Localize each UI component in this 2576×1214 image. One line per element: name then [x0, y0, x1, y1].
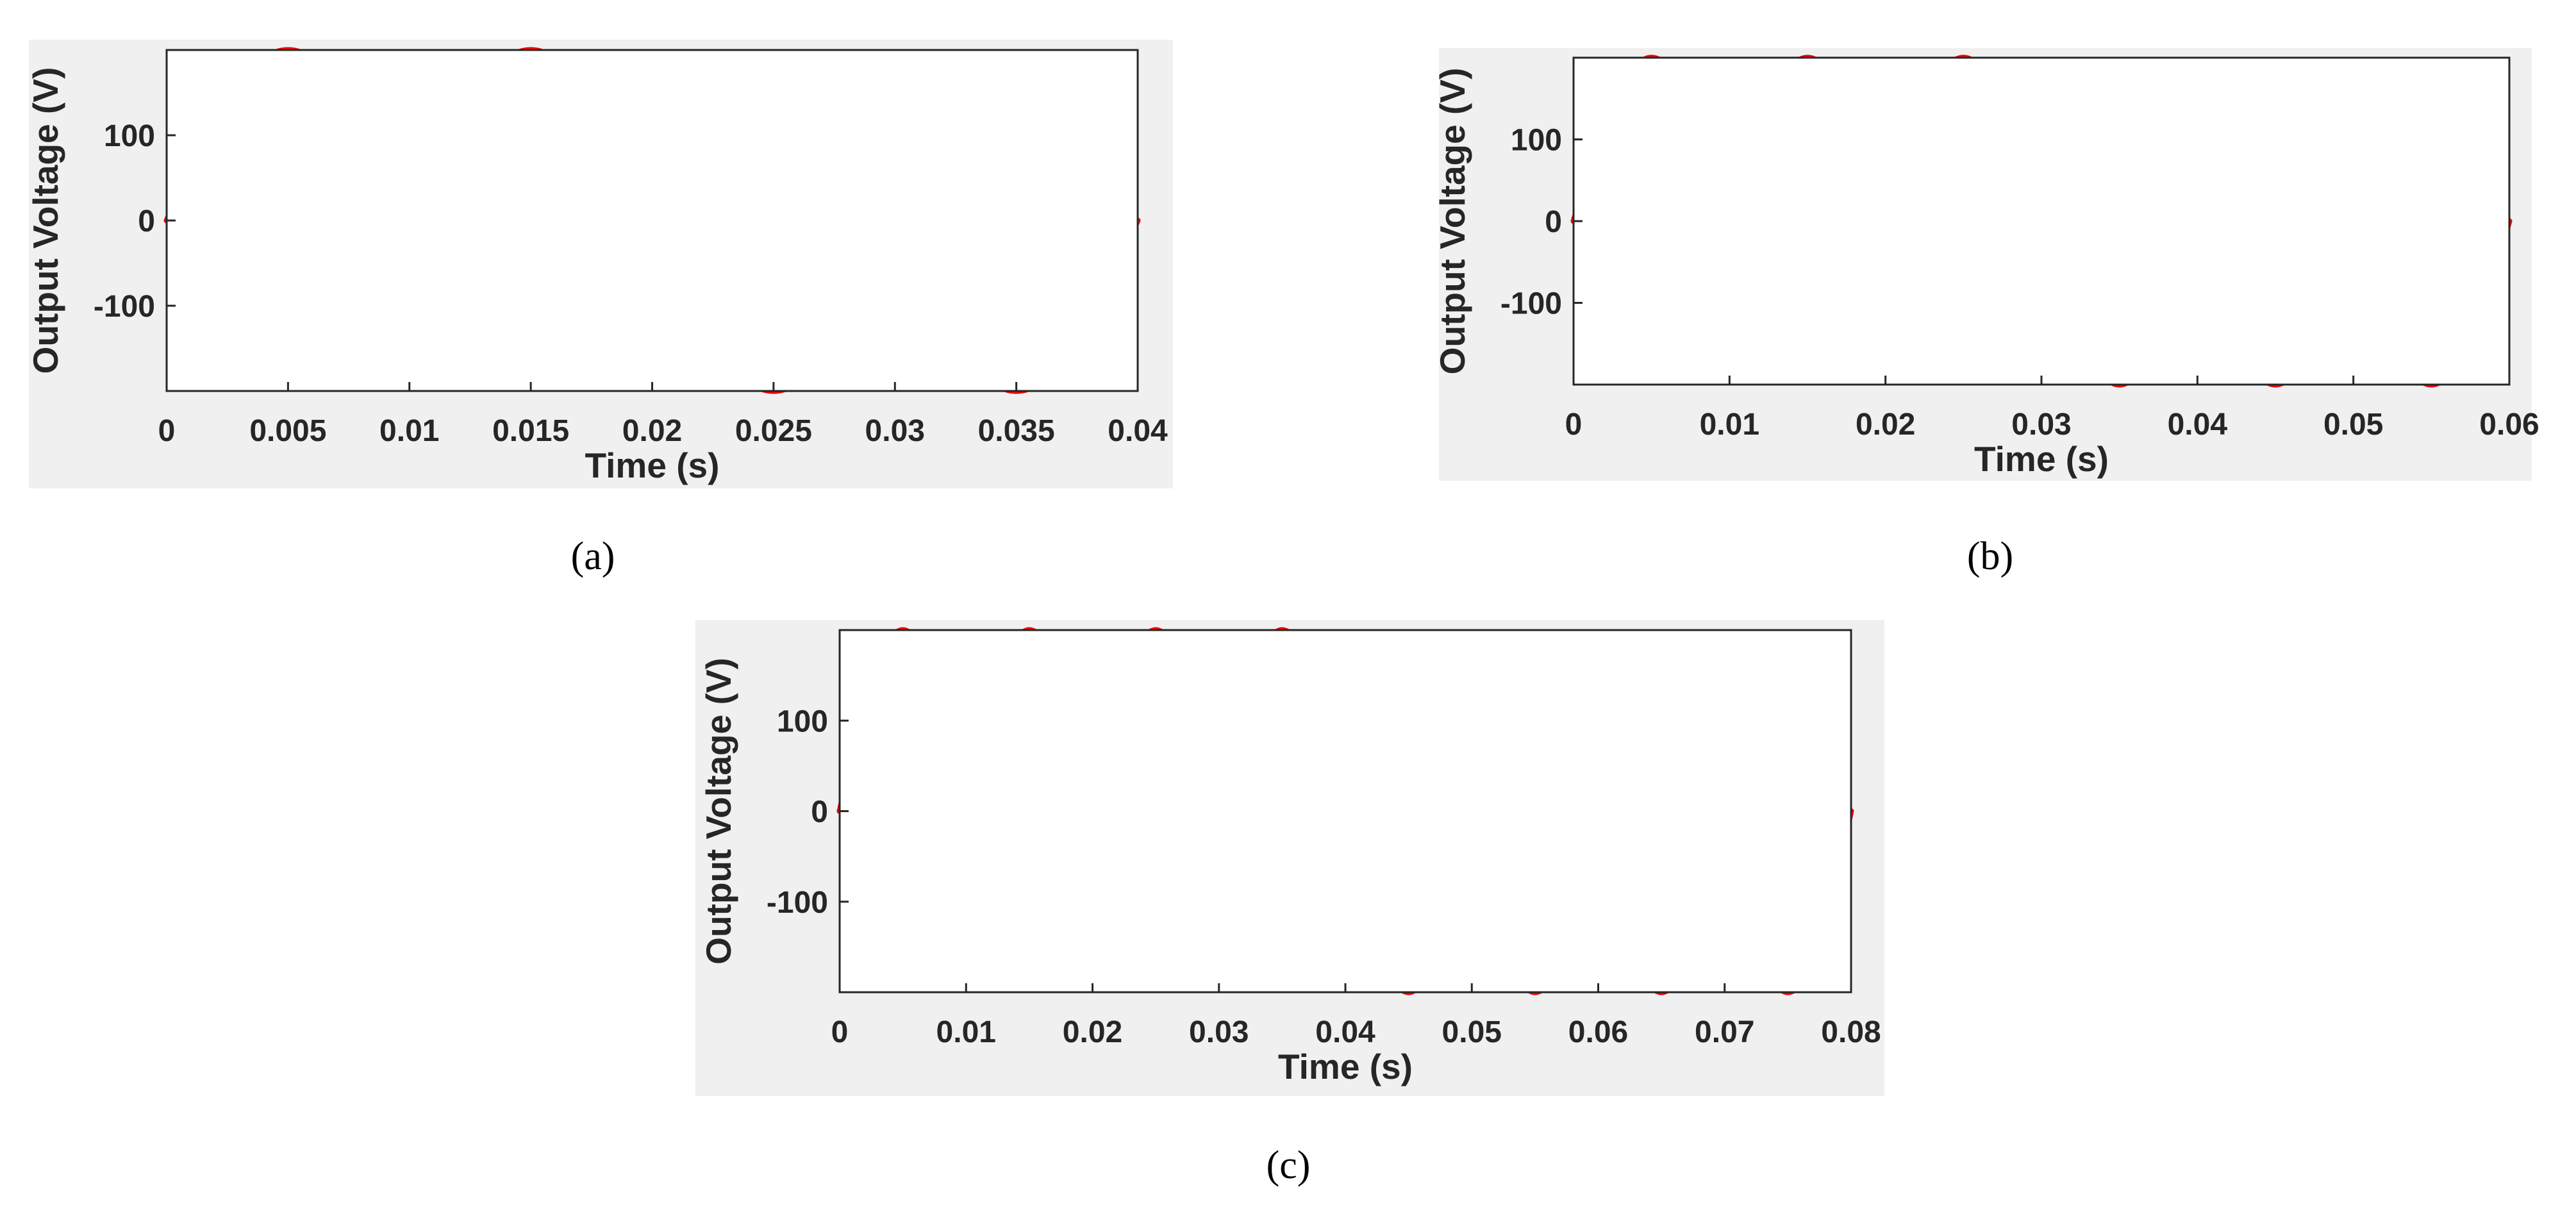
- x-tick-label: 0.06: [1568, 1015, 1628, 1049]
- x-tick-label: 0: [158, 414, 176, 448]
- y-tick-label: 0: [138, 204, 155, 238]
- x-axis-label: Time (s): [585, 445, 720, 485]
- x-tick-label: 0.04: [1108, 414, 1168, 448]
- x-tick-label: 0.07: [1695, 1015, 1754, 1049]
- x-tick-label: 0.08: [1821, 1015, 1881, 1049]
- x-tick-label: 0.005: [249, 414, 326, 448]
- x-tick-label: 0.035: [978, 414, 1055, 448]
- x-tick-label: 0.02: [1856, 408, 1915, 442]
- x-tick-label: 0.01: [936, 1015, 996, 1049]
- x-tick-label: 0.02: [1063, 1015, 1122, 1049]
- x-tick-label: 0.01: [379, 414, 439, 448]
- y-tick-label: 100: [1511, 124, 1562, 158]
- x-axis-label: Time (s): [1974, 439, 2109, 479]
- plot-frame: [838, 629, 1852, 994]
- x-tick-label: 0.01: [1700, 408, 1759, 442]
- x-tick-label: 0: [831, 1015, 849, 1049]
- x-tick-label: 0.025: [735, 414, 812, 448]
- x-tick-label: 0.03: [1189, 1015, 1249, 1049]
- plot-frame: [1572, 56, 2511, 386]
- y-tick-label: -100: [1500, 287, 1562, 321]
- y-tick-label: 0: [1545, 205, 1562, 239]
- y-tick-label: 100: [104, 119, 155, 153]
- y-tick-label: -100: [767, 886, 828, 920]
- x-tick-label: 0.06: [2479, 408, 2539, 442]
- y-axis-label: Output Voltage (V): [1433, 68, 1472, 375]
- chart-panel-b: 0 0.01 0.02 0.03 0.04 0.05 0.06 -100 0 100 Time (s…: [1433, 48, 2539, 481]
- x-tick-label: 0.03: [2011, 408, 2071, 442]
- x-tick-label: 0.05: [1442, 1015, 1502, 1049]
- panel-caption: (a): [571, 535, 615, 578]
- plot-frame: [165, 49, 1139, 392]
- panel-caption: (b): [1967, 535, 2013, 578]
- x-tick-label: 0.04: [1315, 1015, 1375, 1049]
- x-tick-label: 0.03: [865, 414, 925, 448]
- y-axis-label: Output Voltage (V): [26, 67, 65, 374]
- chart-panel-c: 0 0.01 0.02 0.03 0.04 0.05 0.06 0.07 0.08 -100 0 10…: [695, 620, 1884, 1096]
- x-tick-label: 0.05: [2323, 408, 2383, 442]
- x-tick-label: 0.015: [492, 414, 569, 448]
- y-tick-label: 0: [811, 795, 828, 829]
- x-tick-label: 0: [1565, 408, 1583, 442]
- chart-panel-a: 0 0.005 0.01 0.015 0.02 0.025 0.03 0.035 0.04 -10…: [26, 40, 1173, 488]
- x-tick-label: 0.04: [2168, 408, 2228, 442]
- x-axis-label: Time (s): [1278, 1047, 1413, 1086]
- x-tick-label: 0.02: [622, 414, 682, 448]
- y-tick-label: -100: [94, 290, 155, 324]
- panel-caption: (c): [1267, 1143, 1311, 1187]
- y-tick-label: 100: [777, 704, 828, 738]
- y-axis-label: Output Voltage (V): [699, 658, 738, 965]
